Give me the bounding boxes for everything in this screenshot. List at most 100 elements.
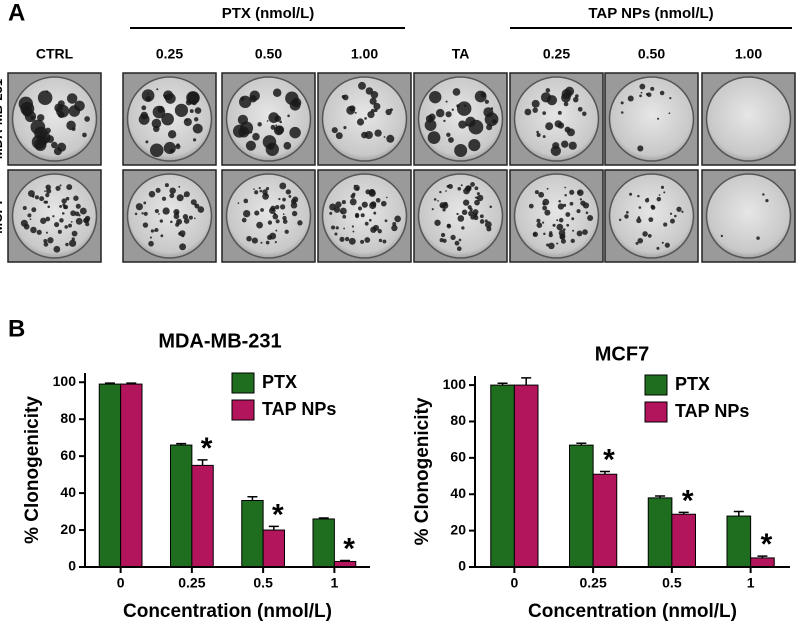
colony bbox=[467, 185, 472, 190]
colony bbox=[357, 206, 363, 211]
colony bbox=[442, 208, 446, 212]
colony bbox=[73, 195, 79, 201]
colony bbox=[284, 229, 289, 234]
colony bbox=[158, 213, 160, 215]
bar bbox=[490, 384, 515, 568]
colony bbox=[361, 201, 368, 208]
colony bbox=[43, 200, 47, 204]
colony bbox=[476, 196, 479, 199]
dish bbox=[513, 173, 600, 259]
colony bbox=[289, 126, 301, 139]
colony bbox=[240, 121, 254, 135]
colony bbox=[161, 112, 174, 126]
legend-label: PTX bbox=[675, 374, 710, 394]
bar bbox=[312, 518, 335, 568]
colony bbox=[343, 227, 346, 230]
colony bbox=[183, 117, 192, 127]
colony bbox=[165, 93, 176, 104]
significance-mark: * bbox=[682, 484, 694, 517]
colony bbox=[360, 213, 365, 218]
colony bbox=[257, 122, 262, 127]
colony bbox=[275, 229, 278, 232]
colony bbox=[650, 86, 655, 91]
colony bbox=[85, 221, 90, 227]
x-tick-label: 1 bbox=[330, 575, 338, 591]
colony bbox=[566, 223, 570, 227]
row-label: MCF7 bbox=[0, 198, 5, 233]
colony bbox=[297, 220, 303, 226]
colony bbox=[243, 198, 249, 204]
x-tick-label: 0.25 bbox=[178, 575, 205, 591]
colony bbox=[564, 126, 571, 133]
colony bbox=[342, 214, 347, 219]
colony bbox=[451, 108, 454, 111]
colony bbox=[576, 230, 583, 237]
colony bbox=[461, 209, 468, 216]
colony bbox=[484, 219, 488, 223]
colony bbox=[53, 147, 62, 156]
significance-mark: * bbox=[761, 528, 773, 561]
colony bbox=[445, 111, 452, 118]
colony bbox=[486, 124, 493, 131]
colony bbox=[356, 118, 365, 126]
colony bbox=[254, 190, 259, 195]
colony bbox=[572, 229, 575, 232]
significance-mark: * bbox=[201, 432, 213, 465]
colony bbox=[162, 207, 170, 215]
colony bbox=[762, 193, 765, 196]
group-label: TAP NPs (nmol/L) bbox=[588, 5, 713, 22]
colony bbox=[69, 239, 77, 247]
colony bbox=[458, 238, 462, 242]
colony bbox=[557, 110, 562, 115]
colony bbox=[22, 206, 27, 211]
colony bbox=[279, 120, 282, 124]
legend-label: TAP NPs bbox=[262, 399, 336, 419]
error-bar bbox=[521, 377, 532, 386]
colony bbox=[189, 109, 194, 114]
colony bbox=[161, 196, 167, 201]
colony bbox=[374, 129, 382, 137]
colony bbox=[542, 111, 547, 115]
colony bbox=[181, 234, 185, 238]
colony bbox=[269, 232, 277, 240]
colony bbox=[285, 189, 291, 195]
colony bbox=[361, 131, 368, 139]
error-bar bbox=[655, 495, 666, 498]
colony bbox=[192, 123, 203, 134]
x-axis-label: Concentration (nmol/L) bbox=[528, 601, 737, 622]
error-bar bbox=[678, 511, 689, 515]
dish bbox=[126, 173, 213, 259]
colony bbox=[31, 207, 37, 213]
colony bbox=[627, 95, 634, 102]
colony bbox=[252, 132, 260, 141]
colony bbox=[287, 114, 290, 118]
colony bbox=[237, 202, 240, 205]
colony bbox=[148, 190, 156, 198]
dish bbox=[11, 76, 98, 162]
colony bbox=[64, 225, 69, 229]
y-axis-label: % Clonogenicity bbox=[22, 396, 43, 544]
colony bbox=[663, 191, 666, 194]
colony bbox=[354, 111, 357, 114]
colony bbox=[272, 213, 279, 220]
colony bbox=[546, 95, 558, 106]
colony bbox=[561, 89, 572, 100]
colony bbox=[273, 212, 277, 216]
colony bbox=[55, 185, 61, 191]
colony bbox=[656, 246, 660, 250]
colony bbox=[280, 204, 286, 210]
colony bbox=[194, 107, 202, 114]
colony bbox=[474, 196, 477, 199]
x-tick-label: 0 bbox=[117, 575, 125, 591]
colony bbox=[450, 234, 456, 241]
colony bbox=[458, 120, 467, 129]
colony bbox=[45, 184, 51, 190]
colony bbox=[152, 105, 166, 119]
colony bbox=[267, 220, 273, 225]
colony bbox=[364, 117, 367, 120]
dish bbox=[705, 173, 792, 259]
colony bbox=[443, 119, 446, 123]
colony bbox=[637, 145, 644, 152]
colony bbox=[84, 215, 91, 222]
colony bbox=[364, 237, 371, 243]
